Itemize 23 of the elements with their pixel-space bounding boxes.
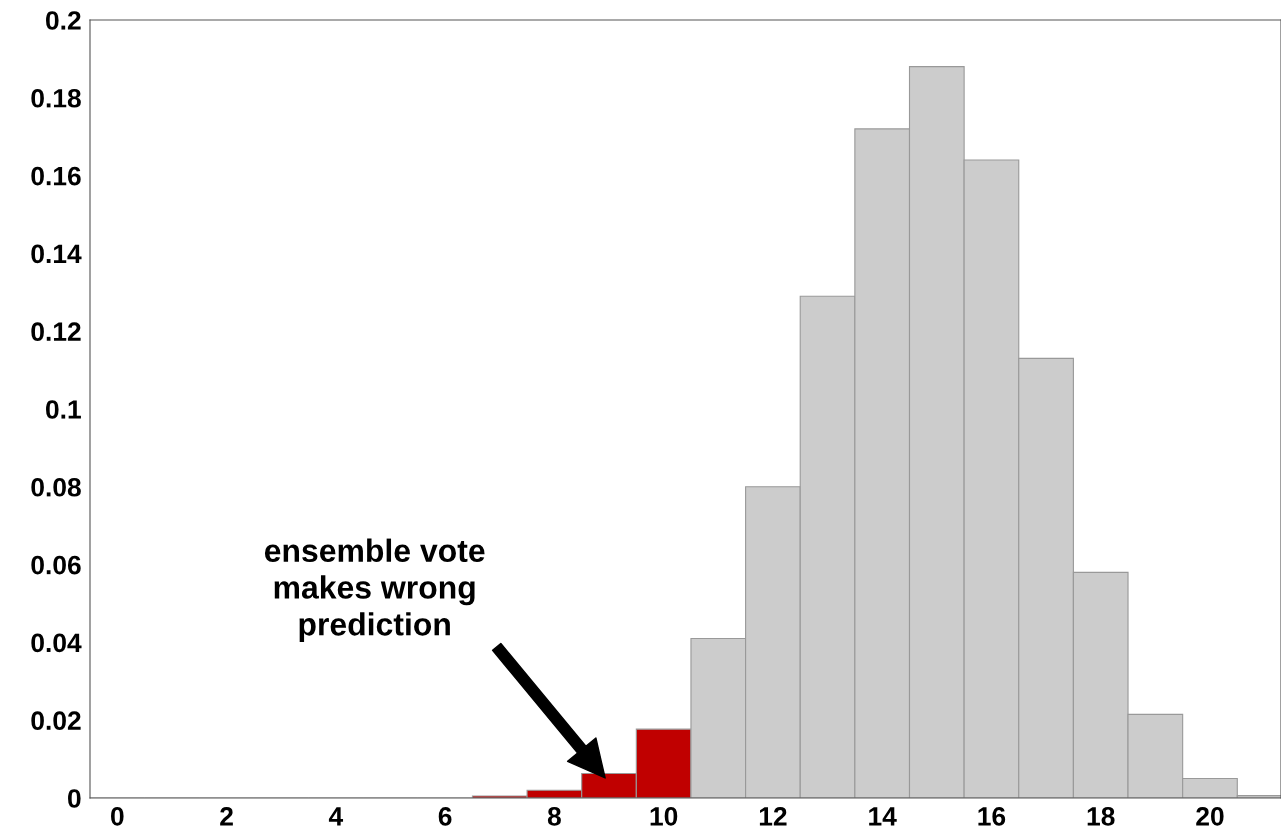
y-tick-label: 0.1 — [46, 400, 81, 419]
y-tick-label: 0.02 — [31, 711, 81, 731]
y-tick-label: 0.14 — [31, 244, 82, 264]
y-tick-label: 0.12 — [31, 322, 81, 342]
x-tick-label: 8 — [547, 807, 561, 826]
y-tick-label: 0.04 — [31, 633, 82, 653]
x-tick-label: 20 — [1196, 807, 1224, 826]
x-tick-label: 0 — [111, 807, 124, 826]
y-tick-label: 0 — [68, 789, 81, 808]
y-tick-label: 0.08 — [31, 477, 81, 497]
y-tick-label: 0.18 — [31, 88, 81, 108]
x-tick-label: 16 — [978, 807, 1006, 826]
x-tick-label: 12 — [759, 807, 787, 826]
x-tick-label: 2 — [220, 807, 233, 826]
x-tick-label: 18 — [1087, 807, 1115, 826]
x-tick-label: 14 — [869, 807, 897, 826]
annotation: ensemble vote makes wrong prediction — [264, 538, 485, 642]
x-tick-label: 4 — [328, 807, 344, 826]
y-tick-label: 0.06 — [31, 555, 81, 575]
x-tick-label: 6 — [438, 807, 452, 826]
x-tick-label: 10 — [650, 807, 678, 826]
y-tick-label: 0.16 — [31, 166, 81, 186]
y-tick-label: 0.2 — [46, 11, 81, 30]
